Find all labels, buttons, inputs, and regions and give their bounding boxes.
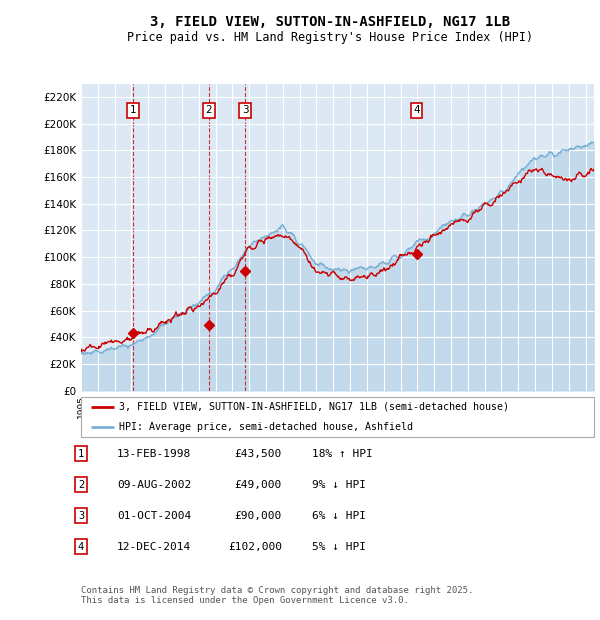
Text: 2: 2 xyxy=(206,105,212,115)
Text: Contains HM Land Registry data © Crown copyright and database right 2025.
This d: Contains HM Land Registry data © Crown c… xyxy=(81,586,473,605)
Text: 1: 1 xyxy=(78,449,84,459)
Text: 18% ↑ HPI: 18% ↑ HPI xyxy=(312,449,373,459)
Text: Price paid vs. HM Land Registry's House Price Index (HPI): Price paid vs. HM Land Registry's House … xyxy=(127,31,533,44)
Text: £90,000: £90,000 xyxy=(235,511,282,521)
Text: 4: 4 xyxy=(413,105,420,115)
Text: 3: 3 xyxy=(242,105,248,115)
Text: 4: 4 xyxy=(78,542,84,552)
Text: HPI: Average price, semi-detached house, Ashfield: HPI: Average price, semi-detached house,… xyxy=(119,422,413,432)
FancyBboxPatch shape xyxy=(81,397,594,437)
Text: 9% ↓ HPI: 9% ↓ HPI xyxy=(312,480,366,490)
Text: 6% ↓ HPI: 6% ↓ HPI xyxy=(312,511,366,521)
Text: 1: 1 xyxy=(130,105,137,115)
Text: £43,500: £43,500 xyxy=(235,449,282,459)
Text: 09-AUG-2002: 09-AUG-2002 xyxy=(117,480,191,490)
Text: 01-OCT-2004: 01-OCT-2004 xyxy=(117,511,191,521)
Text: 5% ↓ HPI: 5% ↓ HPI xyxy=(312,542,366,552)
Text: £49,000: £49,000 xyxy=(235,480,282,490)
Text: 3: 3 xyxy=(78,511,84,521)
Text: 12-DEC-2014: 12-DEC-2014 xyxy=(117,542,191,552)
Text: 2: 2 xyxy=(78,480,84,490)
Text: £102,000: £102,000 xyxy=(228,542,282,552)
Text: 13-FEB-1998: 13-FEB-1998 xyxy=(117,449,191,459)
Text: 3, FIELD VIEW, SUTTON-IN-ASHFIELD, NG17 1LB: 3, FIELD VIEW, SUTTON-IN-ASHFIELD, NG17 … xyxy=(150,16,510,30)
Text: 3, FIELD VIEW, SUTTON-IN-ASHFIELD, NG17 1LB (semi-detached house): 3, FIELD VIEW, SUTTON-IN-ASHFIELD, NG17 … xyxy=(119,402,509,412)
